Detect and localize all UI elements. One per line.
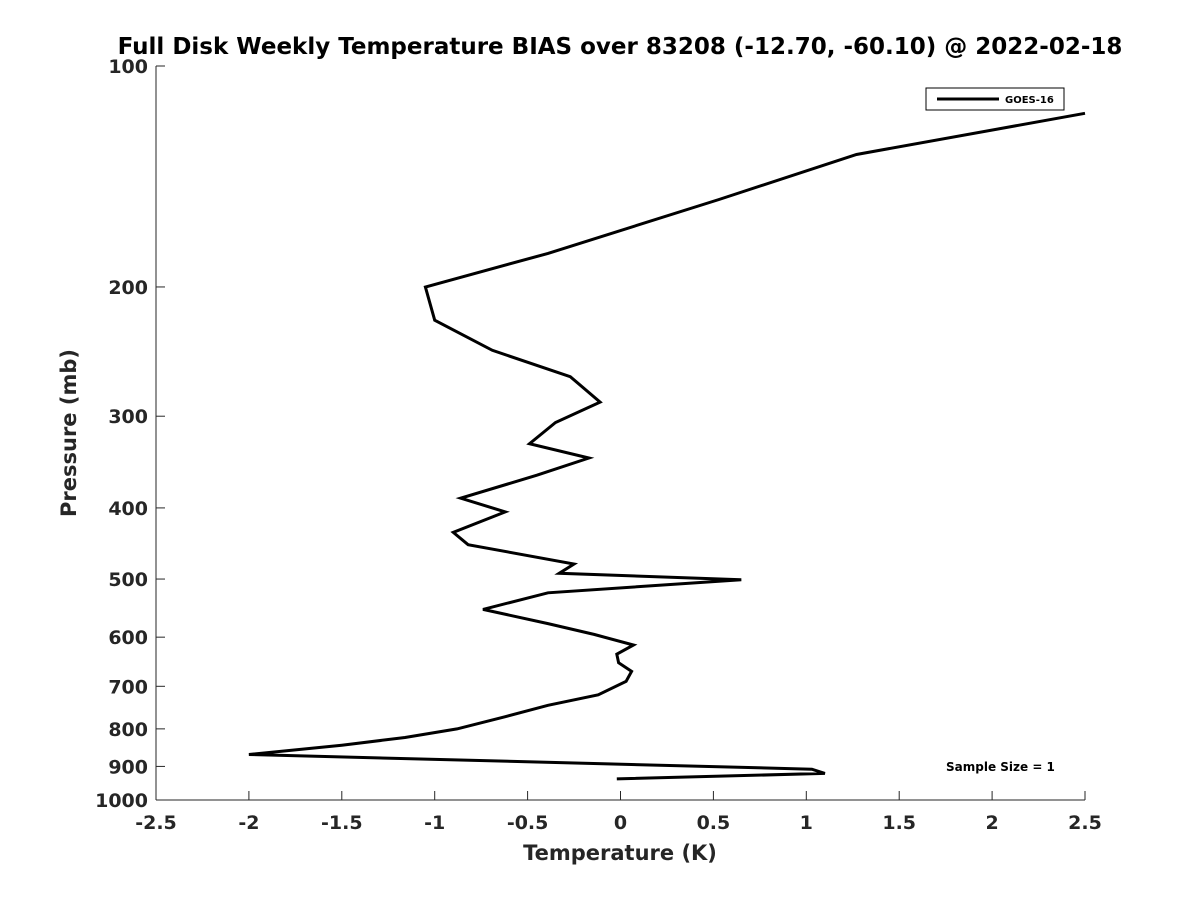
x-tick-label: 1 [800, 812, 813, 834]
y-tick-label: 1000 [95, 790, 148, 812]
y-tick-label: 800 [108, 719, 148, 741]
y-tick-label: 300 [108, 406, 148, 428]
sample-size-annotation: Sample Size = 1 [946, 760, 1055, 774]
x-axis-ticks: -2.5 -2 -1.5 -1 -0.5 0 0.5 1 1.5 2 2.5 [135, 791, 1102, 834]
series-line-goes-16 [248, 111, 1086, 781]
x-tick-label: -1 [424, 812, 445, 834]
y-tick-label: 600 [108, 627, 148, 649]
x-tick-label: -2 [238, 812, 259, 834]
y-tick-label: 400 [108, 498, 148, 520]
y-axis-ticks: 100 200 300 400 500 600 700 800 900 1000 [95, 56, 165, 812]
x-axis-label: Temperature (K) [523, 841, 717, 865]
y-tick-label: 100 [108, 56, 148, 78]
y-tick-label: 700 [108, 676, 148, 698]
y-tick-label: 900 [108, 756, 148, 778]
x-tick-label: 2.5 [1068, 812, 1102, 834]
legend-label-goes-16: GOES-16 [1005, 95, 1054, 106]
y-tick-label: 500 [108, 569, 148, 591]
x-tick-label: 1.5 [882, 812, 916, 834]
x-tick-label: 2 [985, 812, 998, 834]
y-axis-label: Pressure (mb) [57, 349, 81, 517]
x-tick-label: -1.5 [321, 812, 363, 834]
x-tick-label: 0 [614, 812, 627, 834]
x-tick-label: -0.5 [507, 812, 549, 834]
chart-title: Full Disk Weekly Temperature BIAS over 8… [118, 34, 1123, 60]
legend: GOES-16 [925, 87, 1065, 111]
x-tick-label: 0.5 [697, 812, 731, 834]
y-tick-label: 200 [108, 277, 148, 299]
x-tick-label: -2.5 [135, 812, 177, 834]
